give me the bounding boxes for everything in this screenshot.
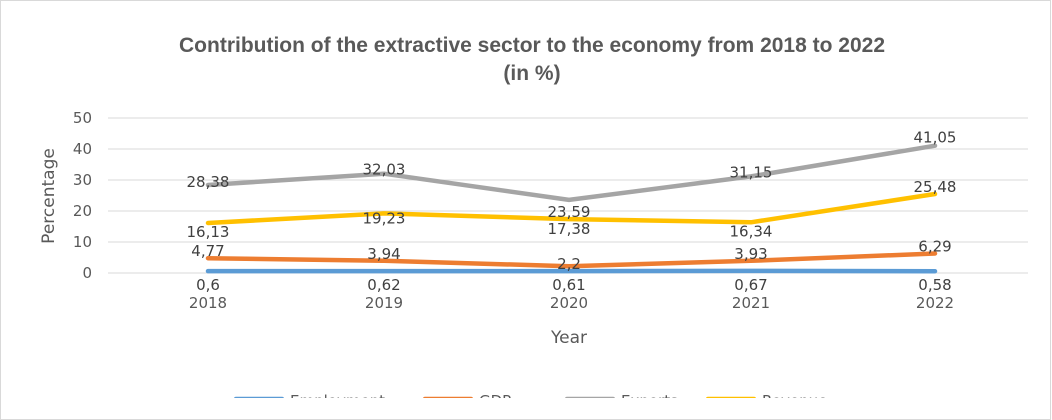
data-label: 4,77 bbox=[191, 242, 224, 260]
y-axis-title: Percentage bbox=[39, 148, 59, 244]
x-tick-label: 2022 bbox=[916, 294, 954, 312]
data-label: 2,2 bbox=[557, 255, 581, 273]
y-tick-label: 50 bbox=[73, 109, 92, 127]
data-label: 0,61 bbox=[552, 276, 585, 294]
x-tick-label: 2019 bbox=[365, 294, 403, 312]
data-label: 0,62 bbox=[367, 276, 400, 294]
legend-label-revenue: Revenue bbox=[762, 392, 827, 398]
data-label: 25,48 bbox=[914, 178, 957, 196]
data-label: 23,59 bbox=[548, 203, 591, 221]
data-label: 31,15 bbox=[730, 163, 773, 181]
data-label: 6,29 bbox=[918, 238, 951, 256]
y-tick-label: 40 bbox=[73, 140, 92, 158]
y-axis-ticks: 0 10 20 30 40 50 bbox=[73, 109, 92, 282]
legend-label-gdp: GDP bbox=[479, 392, 511, 398]
x-axis-ticks: 2018 2019 2020 2021 2022 bbox=[189, 294, 954, 312]
data-label: 32,03 bbox=[363, 161, 406, 179]
line-chart: Contribution of the extractive sector to… bbox=[0, 0, 1052, 398]
data-label: 28,38 bbox=[187, 173, 230, 191]
data-label: 0,6 bbox=[196, 276, 220, 294]
chart-title-line1: Contribution of the extractive sector to… bbox=[179, 34, 885, 57]
legend-label-employment: Employment bbox=[290, 392, 385, 398]
data-label: 0,67 bbox=[734, 276, 767, 294]
data-label: 19,23 bbox=[363, 209, 406, 227]
gridlines bbox=[108, 118, 1028, 273]
data-label: 16,34 bbox=[730, 222, 773, 240]
x-tick-label: 2020 bbox=[550, 294, 588, 312]
legend-label-exports: Exports bbox=[621, 392, 678, 398]
series-line-exports bbox=[208, 146, 935, 200]
data-label: 17,38 bbox=[548, 220, 591, 238]
data-label: 3,94 bbox=[367, 245, 400, 263]
legend: Employment GDP Exports Revenue bbox=[236, 392, 827, 398]
x-axis-title: Year bbox=[550, 328, 587, 348]
y-tick-label: 0 bbox=[82, 264, 92, 282]
data-label: 3,93 bbox=[734, 245, 767, 263]
data-label: 41,05 bbox=[914, 129, 957, 147]
data-label: 0,58 bbox=[918, 276, 951, 294]
x-tick-label: 2018 bbox=[189, 294, 227, 312]
chart-title-line2: (in %) bbox=[503, 62, 560, 85]
y-tick-label: 20 bbox=[73, 202, 92, 220]
y-tick-label: 10 bbox=[73, 233, 92, 251]
x-tick-label: 2021 bbox=[732, 294, 770, 312]
y-tick-label: 30 bbox=[73, 171, 92, 189]
data-label: 16,13 bbox=[187, 223, 230, 241]
